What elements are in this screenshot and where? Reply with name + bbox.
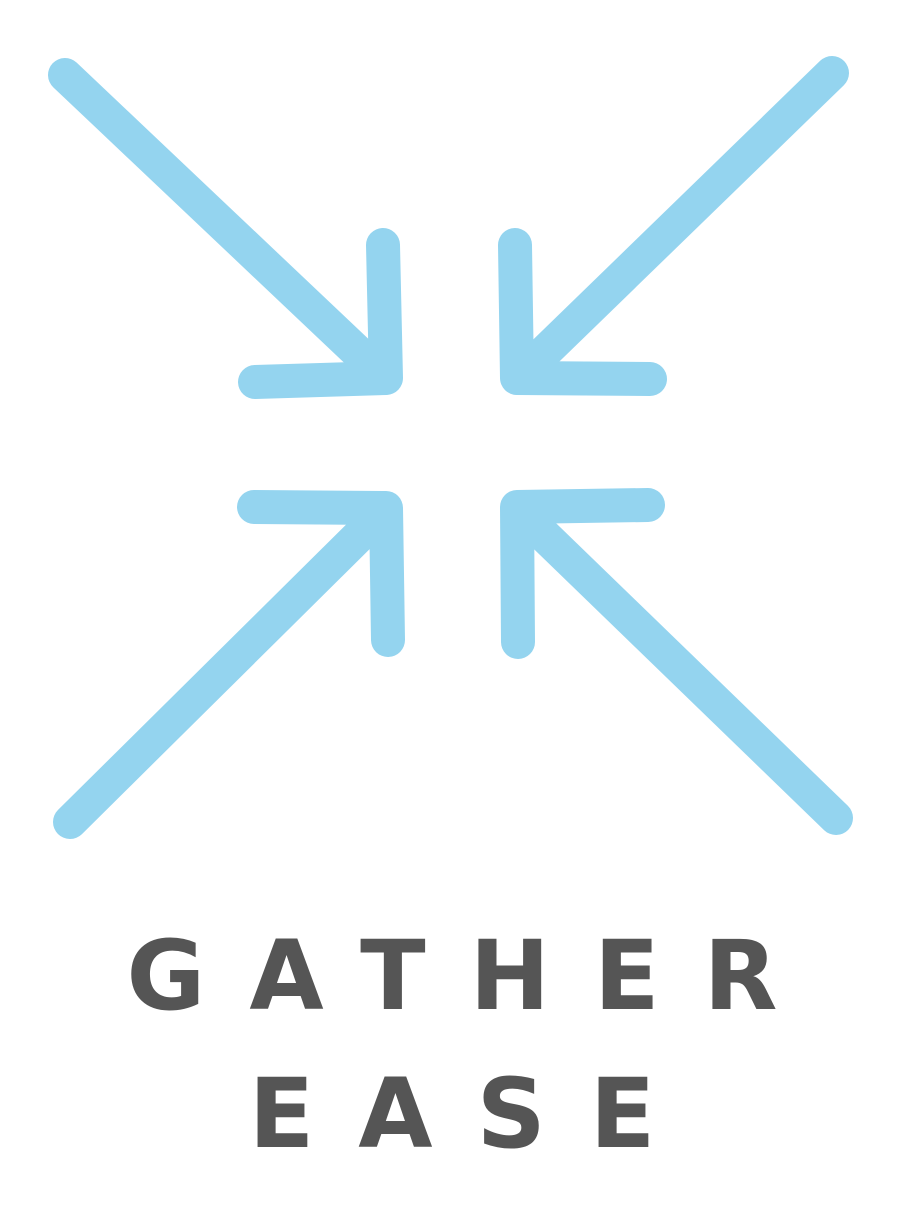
arrow-bottom-left: [53, 490, 405, 839]
arrow-top-left: [48, 58, 403, 399]
arrow-bottom-right: [500, 488, 853, 835]
wordmark-line-2: EASE: [248, 1058, 700, 1170]
arrow-top-right: [498, 56, 849, 396]
wordmark-line-1: GATHER: [126, 920, 822, 1032]
arrows-converging-icon: [48, 56, 853, 839]
